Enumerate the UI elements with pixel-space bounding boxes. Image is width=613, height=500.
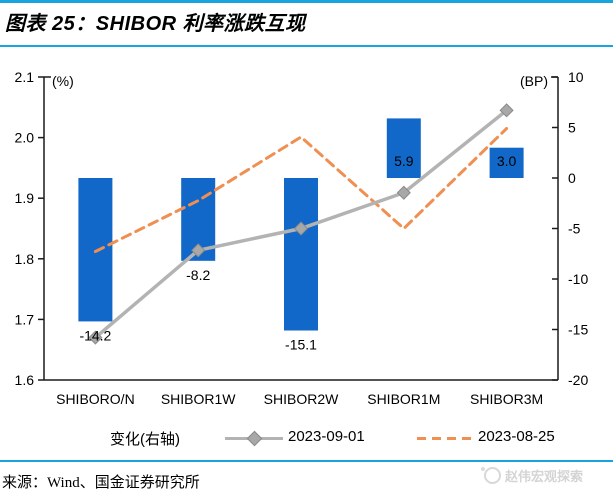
right-axis-tick-label: 5 bbox=[568, 120, 576, 136]
bar-data-label: 5.9 bbox=[394, 153, 414, 169]
right-axis-tick-label: 0 bbox=[568, 170, 576, 186]
source-text: 来源：Wind、国金证券研究所 bbox=[2, 475, 200, 491]
bar-data-label: -15.1 bbox=[285, 337, 317, 353]
x-category-label: SHIBORO/N bbox=[56, 391, 135, 407]
watermark-text: 赵伟宏观探索 bbox=[505, 469, 584, 484]
right-axis-tick-label: -5 bbox=[568, 221, 581, 237]
right-axis-tick-label: -15 bbox=[568, 322, 588, 338]
footer-accent-rule bbox=[0, 460, 613, 462]
bar-SHIBOR2W bbox=[284, 178, 318, 331]
x-category-label: SHIBOR2W bbox=[264, 391, 339, 407]
bar-SHIBOR3M bbox=[489, 147, 524, 178]
x-category-label: SHIBOR3M bbox=[470, 391, 543, 407]
left-axis-tick-label: 2.1 bbox=[15, 69, 35, 85]
left-axis-tick-label: 1.9 bbox=[15, 190, 35, 206]
x-category-label: SHIBOR1M bbox=[367, 391, 440, 407]
legend-bar-swatch bbox=[67, 433, 105, 442]
right-axis-tick-label: -20 bbox=[568, 372, 588, 388]
bar-data-label: -8.2 bbox=[186, 267, 210, 283]
top-accent-border bbox=[0, 0, 613, 3]
right-axis-tick-label: 10 bbox=[568, 69, 584, 85]
legend-dashed-line-marker bbox=[417, 437, 475, 440]
diamond-marker-SHIBOR3M bbox=[499, 103, 514, 118]
right-axis-unit-label: (BP) bbox=[520, 73, 548, 89]
legend-diamond-icon bbox=[246, 430, 263, 447]
brand-logo-icon bbox=[481, 467, 501, 484]
bar-data-label: -14.2 bbox=[79, 327, 111, 343]
shibor-combo-chart: 2.1 2.0 1.9 1.8 1.7 1.6 10 5 0 -5 -10 -15 -20 (%) (BP)… bbox=[15, 69, 589, 407]
diamond-marker-SHIBOR1M bbox=[396, 185, 411, 200]
left-axis-tick-label: 1.8 bbox=[15, 251, 35, 267]
legend-label-change: 变化(右轴) bbox=[110, 431, 180, 448]
right-axis-tick-label: -10 bbox=[568, 271, 588, 287]
chart-legend: 变化(右轴) 2023-09-01 2023-08-25 bbox=[0, 425, 613, 449]
legend-label-sep01: 2023-09-01 bbox=[288, 428, 365, 445]
left-axis-tick-label: 1.6 bbox=[15, 372, 35, 388]
bar-SHIBORO/N bbox=[78, 178, 113, 322]
bar-SHIBOR1M bbox=[386, 118, 421, 178]
watermark: 赵伟宏观探索 bbox=[481, 466, 584, 485]
diamond-marker-SHIBORO/N bbox=[88, 330, 103, 345]
diamond-marker-SHIBOR1W bbox=[191, 243, 206, 258]
bar-data-label: 3.0 bbox=[497, 153, 517, 169]
x-category-label: SHIBOR1W bbox=[161, 391, 236, 407]
left-axis-unit-label: (%) bbox=[52, 73, 74, 89]
legend-label-aug25: 2023-08-25 bbox=[478, 428, 555, 445]
title-underline bbox=[0, 45, 613, 47]
diamond-marker-SHIBOR2W bbox=[293, 221, 309, 236]
line-2023-08-25 bbox=[93, 127, 509, 254]
left-axis-tick-label: 2.0 bbox=[15, 130, 35, 146]
legend-line-marker bbox=[225, 430, 283, 447]
left-axis-tick-label: 1.7 bbox=[15, 311, 35, 327]
figure-title: 图表 25：SHIBOR 利率涨跌互现 bbox=[5, 13, 306, 35]
